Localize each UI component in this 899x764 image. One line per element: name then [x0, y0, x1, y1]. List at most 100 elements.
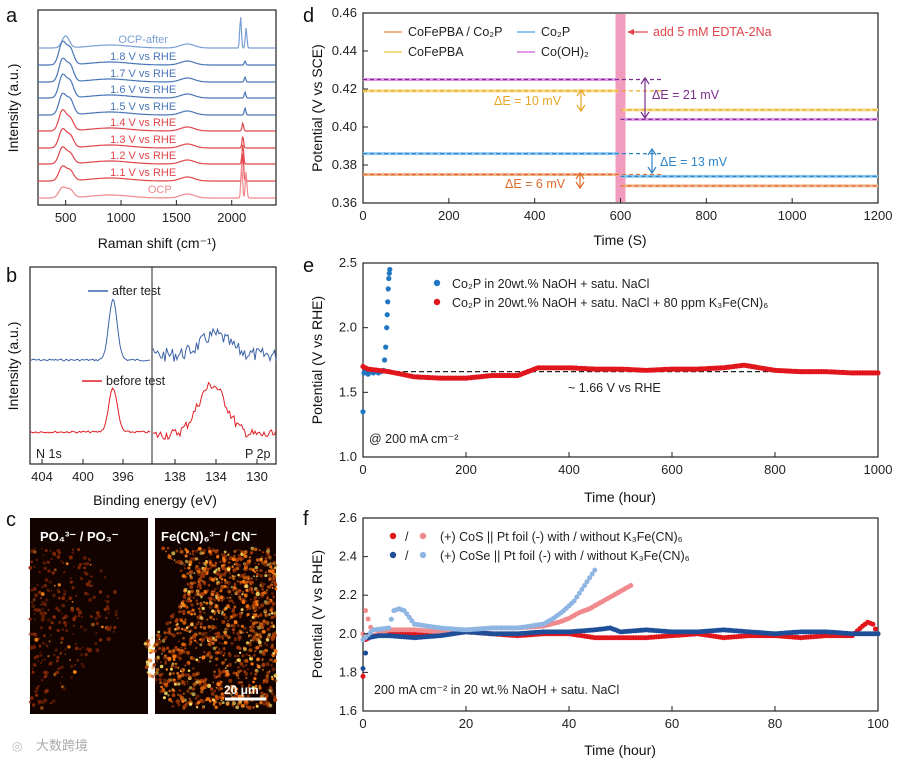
map-pixel	[146, 671, 150, 674]
map-pixel	[216, 609, 220, 613]
map-pixel	[41, 586, 44, 589]
map-pixel	[264, 677, 269, 682]
map-pixel	[53, 653, 56, 657]
map-pixel	[215, 572, 218, 574]
map-pixel	[198, 607, 201, 610]
panel-letter-b: b	[6, 265, 17, 287]
map-pixel	[57, 667, 60, 670]
map-pixel	[31, 604, 36, 608]
map-pixel	[215, 686, 218, 689]
map-pixel	[271, 654, 275, 658]
map-pixel	[72, 633, 74, 635]
map-pixel	[45, 688, 49, 693]
map-pixel	[225, 558, 228, 561]
map-pixel	[189, 692, 192, 695]
ytick-label-e-2: 2.0	[339, 320, 357, 335]
map-pixel	[217, 686, 222, 691]
map-pixel	[197, 570, 201, 574]
map-pixel	[268, 599, 271, 602]
map-pixel	[190, 612, 193, 616]
ytick-label-f-2: 2.0	[339, 626, 357, 641]
map-pixel	[54, 648, 58, 652]
map-pixel	[201, 562, 204, 564]
annotation-marker-d-1	[576, 88, 586, 113]
watermark: 大数跨境	[36, 738, 88, 753]
map-pixel	[260, 557, 263, 560]
map-pixel	[48, 640, 51, 643]
map-pixel	[236, 592, 240, 596]
map-pixel	[263, 693, 266, 696]
map-pixel	[157, 630, 161, 634]
map-pixel	[174, 662, 178, 665]
map-pixel	[269, 658, 273, 662]
map-pixel	[186, 689, 190, 693]
map-pixel	[31, 633, 35, 636]
map-pixel	[209, 562, 213, 567]
map-pixel	[250, 587, 254, 591]
map-pixel	[60, 560, 63, 563]
map-pixel	[171, 693, 176, 698]
map-pixel	[233, 605, 237, 609]
map-pixel	[244, 580, 249, 584]
map-pixel	[243, 647, 247, 652]
map-pixel	[98, 614, 102, 618]
map-pixel	[184, 673, 188, 677]
map-pixel	[61, 596, 65, 600]
annotation-marker-d-0	[640, 76, 650, 120]
map-pixel	[191, 552, 194, 555]
map-pixel	[211, 565, 213, 568]
map-pixel	[212, 646, 217, 651]
map-pixel	[250, 662, 254, 666]
ticks-d: 0 200 400 600 800 1000 1200 0.36 0.38 0.40 0.42 0.4…	[332, 5, 893, 223]
legend-before-b: before test	[106, 374, 166, 388]
map-pixel	[162, 682, 166, 685]
map-pixel	[226, 567, 231, 571]
map-pixel	[260, 603, 265, 608]
map-pixel	[215, 568, 218, 571]
xlabel-f: Time (hour)	[584, 742, 656, 758]
map-pixel	[265, 662, 270, 667]
map-pixel	[215, 657, 219, 661]
ytick-label-f-3: 2.2	[339, 587, 357, 602]
map-pixel	[273, 659, 278, 663]
map-pixel	[72, 670, 77, 674]
map-pixel	[226, 687, 229, 690]
map-pixel	[225, 671, 229, 676]
map-pixel	[186, 629, 189, 633]
map-pixel	[182, 620, 187, 625]
map-pixel	[271, 586, 274, 589]
map-pixel	[202, 682, 207, 686]
map-pixel	[188, 675, 193, 679]
series-label-a-6: 1.3 V vs RHE	[110, 134, 176, 146]
data-point-e-0	[360, 409, 366, 415]
map-pixel	[184, 559, 189, 564]
map-pixel	[52, 622, 55, 625]
map-pixel	[272, 595, 276, 599]
map-pixel	[201, 606, 205, 611]
map-pixel	[240, 574, 245, 578]
map-pixel	[175, 699, 180, 704]
map-pixel	[253, 570, 257, 574]
data-point-f-3	[404, 611, 410, 617]
map-pixel	[253, 617, 256, 620]
map-pixel	[37, 660, 40, 663]
ytick-label-e-1: 1.5	[339, 384, 357, 399]
map-pixel	[189, 557, 194, 561]
map-pixel	[50, 589, 53, 592]
map-pixel	[250, 691, 253, 694]
map-pixel	[268, 555, 272, 560]
panel-letter-a: a	[6, 5, 18, 27]
map-pixel	[88, 648, 92, 653]
map-pixel	[69, 597, 72, 600]
map-pixel	[101, 625, 104, 629]
map-pixel	[180, 668, 184, 672]
map-pixel	[179, 632, 182, 635]
map-pixel	[218, 575, 223, 579]
map-pixel	[186, 572, 190, 576]
xtick-label-d-5: 1000	[778, 208, 807, 223]
map-pixel	[188, 560, 193, 565]
map-pixel	[192, 667, 195, 670]
map-pixel	[190, 589, 194, 594]
map-pixel	[259, 593, 263, 597]
map-pixel	[92, 595, 96, 599]
